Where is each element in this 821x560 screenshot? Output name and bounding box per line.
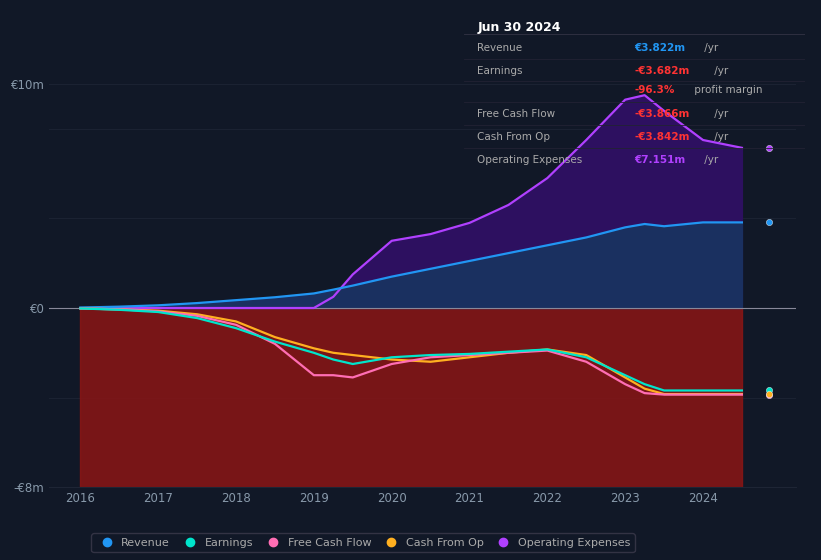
Legend: Revenue, Earnings, Free Cash Flow, Cash From Op, Operating Expenses: Revenue, Earnings, Free Cash Flow, Cash … — [91, 533, 635, 552]
Text: €3.822m: €3.822m — [635, 43, 686, 53]
Text: -€3.842m: -€3.842m — [635, 132, 690, 142]
Text: -96.3%: -96.3% — [635, 86, 675, 96]
Text: -€3.682m: -€3.682m — [635, 66, 690, 76]
Text: €7.151m: €7.151m — [635, 155, 686, 165]
Text: /yr: /yr — [710, 66, 727, 76]
Text: /yr: /yr — [710, 109, 727, 119]
Text: /yr: /yr — [710, 132, 727, 142]
Text: /yr: /yr — [701, 43, 718, 53]
Text: Revenue: Revenue — [478, 43, 523, 53]
Text: profit margin: profit margin — [691, 86, 763, 96]
Text: Jun 30 2024: Jun 30 2024 — [478, 21, 561, 34]
Text: Operating Expenses: Operating Expenses — [478, 155, 583, 165]
Text: Cash From Op: Cash From Op — [478, 132, 551, 142]
Text: Earnings: Earnings — [478, 66, 523, 76]
Text: Free Cash Flow: Free Cash Flow — [478, 109, 556, 119]
Text: /yr: /yr — [701, 155, 718, 165]
Text: -€3.866m: -€3.866m — [635, 109, 690, 119]
